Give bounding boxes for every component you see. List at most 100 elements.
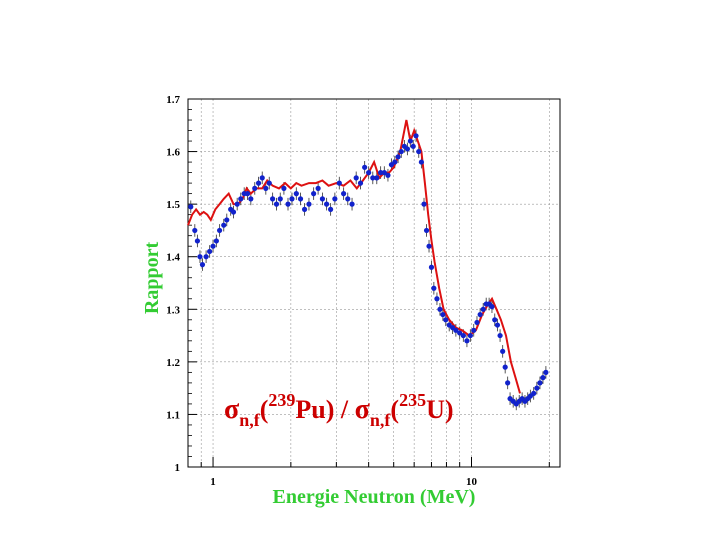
formula-sup-2: 235	[399, 390, 426, 410]
data-point	[500, 348, 506, 354]
formula-separator: ) /	[326, 395, 355, 424]
data-point	[423, 227, 430, 234]
data-point	[336, 180, 342, 186]
formula-sub-1: n,f	[239, 410, 261, 430]
data-point	[492, 317, 498, 323]
data-point	[534, 385, 540, 391]
data-point	[494, 322, 501, 328]
data-point	[345, 196, 351, 202]
data-point	[306, 201, 312, 207]
y-tick-label: 1.2	[166, 357, 180, 369]
data-point	[421, 201, 427, 207]
data-point	[197, 254, 203, 260]
data-point	[192, 227, 198, 234]
data-point	[378, 170, 384, 176]
data-point	[467, 332, 473, 339]
data-point	[297, 196, 304, 202]
data-point	[210, 243, 216, 249]
data-point	[543, 369, 549, 375]
data-point	[395, 154, 401, 160]
data-point	[270, 196, 276, 202]
formula-close: )	[445, 395, 454, 424]
data-point	[434, 296, 440, 302]
data-point	[453, 327, 459, 333]
data-point	[293, 191, 299, 197]
data-points	[188, 133, 549, 407]
data-point	[407, 138, 413, 144]
data-point	[230, 209, 237, 215]
data-point	[349, 201, 355, 207]
data-point	[188, 204, 194, 210]
data-point	[263, 185, 269, 191]
data-point	[471, 327, 477, 333]
data-point	[404, 146, 411, 152]
data-point	[221, 222, 227, 228]
formula-open-2: (	[390, 395, 399, 424]
y-tick-label: 1.1	[166, 409, 180, 421]
data-point	[259, 175, 265, 181]
formula-annotation: σn,f(239Pu) / σn,f(235U)	[224, 390, 454, 430]
plot-frame	[187, 98, 561, 468]
formula-open-1: (	[260, 395, 269, 424]
data-point	[277, 196, 283, 202]
data-point	[480, 306, 486, 312]
data-point	[234, 201, 240, 207]
y-tick-label: 1.4	[166, 252, 180, 264]
data-point	[328, 206, 334, 212]
data-point	[370, 175, 376, 181]
data-point	[273, 201, 280, 207]
data-point	[362, 164, 368, 170]
y-tick-label: 1.6	[166, 147, 180, 159]
data-point	[502, 364, 508, 370]
data-point	[252, 185, 258, 191]
data-point	[244, 191, 251, 197]
data-point	[194, 238, 201, 244]
x-tick-label: 1	[210, 476, 216, 488]
y-tick-label: 1.7	[166, 94, 180, 106]
data-point	[216, 227, 223, 234]
data-point	[431, 285, 437, 291]
axis-ticks: 1 1.1 1.2 1.3 1.4 1.5 1.6 1.7 1 10	[166, 94, 550, 488]
data-point	[213, 238, 219, 244]
y-tick-label: 1.5	[166, 199, 180, 211]
data-point	[203, 254, 209, 260]
data-point	[489, 304, 495, 310]
data-point	[323, 201, 330, 207]
data-point	[353, 175, 359, 181]
data-point	[413, 133, 419, 139]
data-point	[381, 170, 387, 176]
formula-sup-1: 239	[268, 390, 295, 410]
data-point	[460, 332, 466, 339]
data-point	[315, 185, 321, 191]
data-point	[440, 311, 446, 318]
formula-element-1: Pu	[295, 395, 325, 424]
formula-sigma-2: σ	[355, 394, 371, 425]
data-point	[540, 375, 546, 381]
data-point	[410, 143, 416, 149]
data-point	[474, 319, 480, 326]
data-point	[457, 330, 463, 336]
data-point	[464, 338, 470, 344]
data-point	[418, 159, 425, 165]
data-point	[281, 185, 287, 191]
y-tick-label: 1	[175, 462, 181, 474]
data-point	[248, 196, 254, 202]
data-point	[319, 196, 326, 202]
data-point	[285, 201, 291, 207]
data-point	[366, 170, 372, 176]
data-point	[392, 159, 398, 165]
y-axis-label: Rapport	[141, 242, 163, 315]
x-tick-label: 10	[466, 476, 478, 488]
data-point	[497, 332, 503, 339]
data-point	[398, 148, 404, 155]
y-tick-label: 1.3	[166, 304, 180, 316]
data-point	[311, 191, 317, 197]
data-point	[437, 306, 443, 312]
data-point	[266, 180, 272, 186]
data-point	[477, 311, 483, 318]
data-point	[385, 172, 391, 178]
data-point	[332, 196, 338, 202]
data-point	[341, 191, 347, 197]
